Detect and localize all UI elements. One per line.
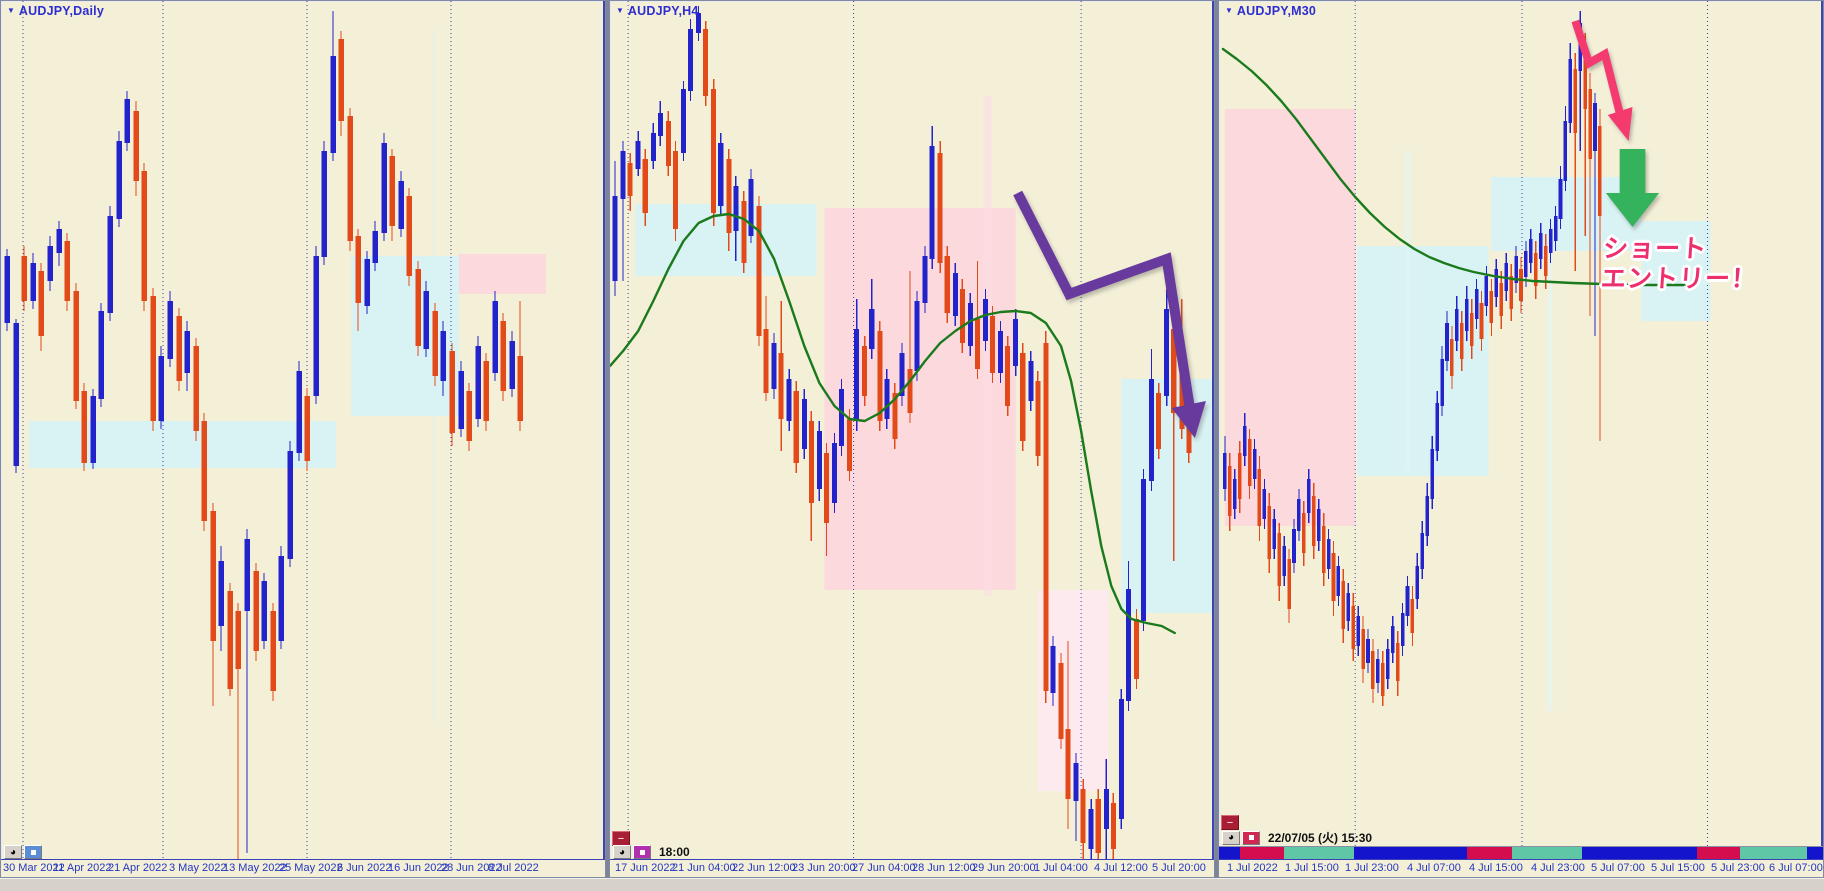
chart-collapse-icon[interactable]: ▼ (616, 6, 624, 15)
axis-tick-label: 1 Jul 23:00 (1345, 862, 1399, 874)
object-toggle-button[interactable] (24, 845, 42, 859)
object-dot-icon (30, 849, 36, 855)
axis-tick-label: 5 Jul 20:00 (1152, 862, 1206, 874)
chart-title-bar: ▼ AUDJPY,Daily (7, 4, 104, 18)
chart-title-bar: ▼ AUDJPY,H4 (616, 4, 699, 18)
session-bar-segment (1740, 847, 1807, 860)
axis-tick-label: 3 May 2022 (169, 862, 227, 874)
candle-time-label: 18:00 (659, 845, 690, 859)
axis-tick-label: 21 Apr 2022 (108, 862, 168, 874)
chart-collapse-icon[interactable]: ▼ (7, 6, 15, 15)
axis-tick-label: 28 Jun 12:00 (912, 862, 976, 874)
window-bottom-strip (0, 878, 1824, 891)
expert-advisor-button[interactable]: ◕ (4, 845, 22, 859)
chart-title: AUDJPY,Daily (18, 4, 104, 18)
axis-tick-label: 4 Jul 15:00 (1469, 862, 1523, 874)
axis-tick-label: 6 Jul 07:00 (1769, 862, 1823, 874)
expert-advisor-icon: ◕ (9, 846, 17, 858)
axis-tick-label: 1 Jul 2022 (1227, 862, 1278, 874)
axis-tick-label: 11 Apr 2022 (53, 862, 112, 874)
candlestick-chart-daily[interactable] (1, 1, 605, 860)
expert-advisor-icon: ◕ (1227, 832, 1235, 843)
session-bar-segment (1807, 847, 1823, 860)
indicator-controls: ◕ 22/07/05 (火) 15:30 (1222, 829, 1372, 846)
axis-tick-label: 1 Jul 04:00 (1034, 862, 1088, 874)
object-dot-icon (639, 849, 645, 855)
time-axis-h4: 17 Jun 2022 21 Jun 04:00 22 Jun 12:00 23 Ju… (610, 859, 1214, 877)
axis-tick-label: 22 Jun 12:00 (732, 862, 796, 874)
time-axis-daily: 30 Mar 2022 11 Apr 2022 21 Apr 2022 3 May 2… (1, 859, 605, 877)
axis-tick-label: 21 Jun 04:00 (672, 862, 736, 874)
axis-tick-label: 4 Jul 23:00 (1531, 862, 1585, 874)
chart-title: AUDJPY,H4 (627, 4, 699, 18)
session-bar-segment (1582, 847, 1697, 860)
indicator-controls: ◕ 18:00 (613, 845, 690, 859)
axis-tick-label: 6 Jun 2022 (337, 862, 392, 874)
axis-tick-label: 1 Jul 15:00 (1285, 862, 1339, 874)
object-toggle-button[interactable] (1242, 830, 1260, 845)
indicator-minimize-button[interactable]: − (1221, 815, 1239, 830)
candlestick-chart-m30[interactable] (1219, 1, 1823, 860)
session-bar-segment (1284, 847, 1354, 860)
axis-tick-label: 13 May 2022 (223, 862, 287, 874)
session-bar-segment (1354, 847, 1467, 860)
current-bar-datetime-label: 22/07/05 (火) 15:30 (1268, 831, 1373, 845)
object-toggle-button[interactable] (633, 845, 651, 859)
indicator-minimize-button[interactable]: − (612, 831, 630, 846)
object-dot-icon (1248, 835, 1254, 840)
axis-tick-label: 8 Jul 2022 (488, 862, 539, 874)
chart-panel-m30: ▼ AUDJPY,M30 ショート エントリー！ − ◕ 22/07/05 (火… (1218, 0, 1824, 878)
chart-panel-h4: ▼ AUDJPY,H4 − ◕ 18:00 17 Jun 2022 21 Jun … (609, 0, 1215, 878)
annotation-line: エントリー！ (1600, 264, 1759, 293)
expert-advisor-icon: ◕ (618, 846, 626, 858)
session-bar-segment (1512, 847, 1582, 860)
candlestick-chart-h4[interactable] (610, 1, 1214, 860)
axis-tick-label: 17 Jun 2022 (615, 862, 676, 874)
axis-tick-label: 27 Jun 04:00 (852, 862, 916, 874)
session-bar-segment (1697, 847, 1740, 860)
chart-title: AUDJPY,M30 (1236, 4, 1317, 18)
session-bar-segment (1467, 847, 1512, 860)
chart-title-bar: ▼ AUDJPY,M30 (1225, 4, 1316, 18)
axis-tick-label: 29 Jun 20:00 (972, 862, 1036, 874)
axis-tick-label: 4 Jul 12:00 (1094, 862, 1148, 874)
expert-advisor-button[interactable]: ◕ (1222, 830, 1240, 845)
axis-tick-label: 30 Mar 2022 (3, 862, 65, 874)
axis-tick-label: 5 Jul 15:00 (1651, 862, 1705, 874)
axis-tick-label: 23 Jun 20:00 (792, 862, 856, 874)
session-bar-segment (1222, 847, 1240, 860)
chart-panel-daily: ▼ AUDJPY,Daily ◕ 30 Mar 2022 11 Apr 2022 2… (0, 0, 606, 878)
axis-tick-label: 4 Jul 07:00 (1407, 862, 1461, 874)
session-bar-segment (1240, 847, 1284, 860)
axis-tick-label: 5 Jul 07:00 (1591, 862, 1645, 874)
short-entry-annotation: ショート エントリー！ (1600, 235, 1760, 294)
time-axis-m30: 1 Jul 2022 1 Jul 15:00 1 Jul 23:00 4 Jul 07… (1219, 859, 1823, 877)
axis-tick-label: 25 May 2022 (279, 862, 343, 874)
annotation-line: ショート (1602, 235, 1709, 263)
axis-tick-label: 28 Jun 2022 (441, 862, 502, 874)
session-indicator-bar (1219, 846, 1823, 860)
chart-collapse-icon[interactable]: ▼ (1225, 6, 1233, 15)
indicator-controls: ◕ (4, 845, 42, 859)
axis-tick-label: 16 Jun 2022 (388, 862, 449, 874)
axis-tick-label: 5 Jul 23:00 (1711, 862, 1765, 874)
expert-advisor-button[interactable]: ◕ (613, 845, 631, 859)
